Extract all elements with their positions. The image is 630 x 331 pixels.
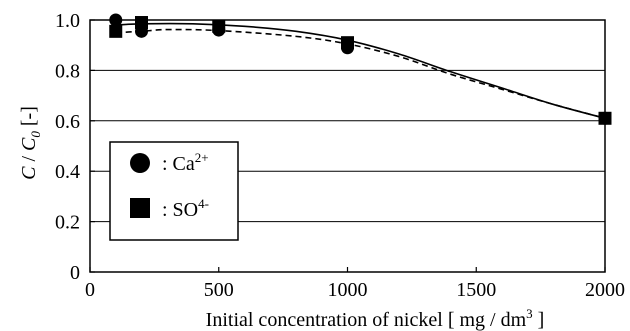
y-tick-labels: 0 0.2 0.4 0.6 0.8 1.0	[55, 10, 80, 284]
legend-so-marker	[130, 198, 150, 218]
x-tick-label-1: 500	[204, 279, 234, 301]
so-point-2	[212, 19, 226, 33]
so-point-0	[109, 24, 123, 38]
legend-so-label: : SO4-	[162, 196, 209, 221]
y-tick-label-5: 1.0	[55, 10, 80, 32]
x-tick-label-2: 1000	[328, 279, 368, 301]
y-tick-label-3: 0.6	[55, 111, 80, 133]
plot-frame	[89, 19, 606, 273]
x-tick-label-0: 0	[85, 279, 95, 301]
legend-ca-label: : Ca2+	[162, 150, 209, 175]
y-tick-label-4: 0.8	[55, 60, 80, 82]
legend: : Ca2+ : SO4-	[109, 141, 239, 241]
so-point-1	[135, 16, 148, 30]
y-tick-label-0: 0	[70, 262, 80, 284]
y-tick-label-2: 0.4	[55, 161, 80, 183]
x-axis-label: Initial concentration of nickel [ mg / d…	[206, 306, 545, 331]
legend-ca-marker	[130, 153, 150, 173]
x-tick-label-4: 2000	[585, 279, 625, 301]
y-tick-label-1: 0.2	[55, 212, 80, 234]
fit-curves	[115, 22, 606, 120]
so-point-3	[341, 36, 354, 50]
y-axis-label: C / C0 [-]	[18, 106, 43, 180]
data-markers	[109, 13, 612, 125]
x-tick-label-3: 1500	[456, 279, 496, 301]
so-curve	[115, 22, 606, 120]
x-tick-labels: 0 500 1000 1500 2000	[85, 279, 625, 301]
